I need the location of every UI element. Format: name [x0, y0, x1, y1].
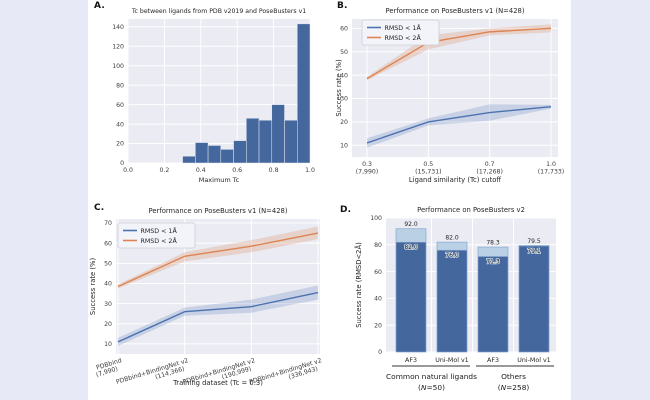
svg-text:80: 80: [374, 242, 382, 249]
svg-text:AF3: AF3: [405, 357, 417, 364]
svg-text:RMSD < 2Å: RMSD < 2Å: [141, 236, 178, 245]
svg-text:79.1: 79.1: [527, 248, 541, 255]
svg-text:50: 50: [104, 261, 112, 268]
svg-text:40: 40: [116, 121, 124, 128]
svg-text:Performance on PoseBusters v1: Performance on PoseBusters v1 (N=428): [148, 207, 287, 215]
svg-text:(17,268): (17,268): [476, 169, 502, 176]
svg-text:0: 0: [120, 160, 124, 167]
svg-text:Training dataset (Tc = 0.3): Training dataset (Tc = 0.3): [172, 379, 263, 387]
svg-text:PDBbind(7,990): PDBbind(7,990): [93, 357, 124, 379]
svg-text:0.7: 0.7: [485, 161, 495, 168]
svg-text:(17,733): (17,733): [538, 169, 564, 176]
svg-text:Performance on PoseBusters v2: Performance on PoseBusters v2: [417, 206, 525, 214]
svg-text:71.3: 71.3: [486, 258, 500, 265]
svg-text:(N=258): (N=258): [498, 383, 530, 392]
svg-text:PDBbind+BindingNet v2(114,366): PDBbind+BindingNet v2(114,366): [115, 357, 191, 392]
svg-text:100: 100: [370, 215, 382, 222]
line-chart-ligand-similarity: 10 20 30 40 50 60 Success rate (%) Performance …: [335, 0, 580, 198]
svg-text:10: 10: [104, 341, 112, 348]
svg-text:(15,731): (15,731): [415, 169, 441, 176]
svg-text:(7,990): (7,990): [356, 169, 379, 176]
svg-text:78.3: 78.3: [486, 240, 500, 247]
svg-text:Others: Others: [501, 372, 526, 381]
svg-text:Performance on PoseBusters v1: Performance on PoseBusters v1 (N=428): [385, 7, 524, 15]
svg-text:40: 40: [374, 296, 382, 303]
svg-text:60: 60: [340, 26, 348, 33]
svg-text:140: 140: [112, 24, 124, 31]
svg-text:70: 70: [104, 220, 112, 227]
svg-text:20: 20: [116, 141, 124, 148]
svg-text:30: 30: [104, 301, 112, 308]
svg-text:60: 60: [116, 102, 124, 109]
line-chart-training-dataset: 10 20 30 40 50 60 70 Success rate (%) Performanc…: [88, 200, 343, 400]
svg-text:AF3: AF3: [487, 357, 499, 364]
svg-text:0.0: 0.0: [123, 167, 133, 174]
svg-text:20: 20: [104, 321, 112, 328]
svg-text:Ligand similarity (Tc) cutoff: Ligand similarity (Tc) cutoff: [409, 176, 502, 184]
svg-text:20: 20: [374, 322, 382, 329]
svg-text:20: 20: [340, 119, 348, 126]
svg-text:RMSD < 1Å: RMSD < 1Å: [385, 23, 422, 32]
svg-text:0.5: 0.5: [423, 161, 433, 168]
svg-text:RMSD < 2Å: RMSD < 2Å: [385, 33, 422, 42]
svg-text:PDBbind+BindingNet v2(336,943): PDBbind+BindingNet v2(336,943): [249, 357, 325, 392]
bar-chart-posebusters-v2: 0 20 40 60 80 100 Success rate (RMSD<2Å) Perfor…: [335, 200, 575, 400]
svg-text:RMSD < 1Å: RMSD < 1Å: [141, 226, 178, 235]
svg-text:Success rate (%): Success rate (%): [89, 258, 97, 316]
svg-text:Common natural ligands: Common natural ligands: [386, 372, 477, 381]
svg-text:40: 40: [340, 72, 348, 79]
svg-text:Tc between ligands from PDB v2: Tc between ligands from PDB v2019 and Po…: [131, 8, 306, 15]
svg-text:0.2: 0.2: [159, 167, 169, 174]
svg-text:76.0: 76.0: [445, 252, 459, 259]
svg-text:82.0: 82.0: [404, 244, 418, 251]
panel-label-a: A.: [94, 1, 105, 11]
svg-text:40: 40: [104, 281, 112, 288]
svg-text:79.5: 79.5: [527, 238, 541, 245]
svg-text:0.3: 0.3: [362, 161, 372, 168]
svg-text:Success rate (%): Success rate (%): [335, 59, 343, 117]
svg-text:0.4: 0.4: [196, 167, 206, 174]
svg-text:80: 80: [116, 82, 124, 89]
svg-text:PDBbind+BindingNet v2(190,999): PDBbind+BindingNet v2(190,999): [182, 357, 258, 392]
panel-label-d: D.: [340, 205, 352, 215]
svg-text:1.0: 1.0: [305, 167, 315, 174]
svg-text:0: 0: [378, 349, 382, 356]
svg-text:100: 100: [112, 63, 124, 70]
svg-text:82.0: 82.0: [445, 235, 459, 242]
svg-text:50: 50: [340, 49, 348, 56]
svg-text:120: 120: [112, 43, 124, 50]
svg-text:92.0: 92.0: [404, 221, 418, 228]
panel-label-b: B.: [337, 1, 348, 11]
svg-text:1.0: 1.0: [546, 161, 556, 168]
panel-label-c: C.: [94, 203, 105, 213]
svg-text:Uni-Mol v1: Uni-Mol v1: [435, 357, 468, 364]
svg-text:Uni-Mol v1: Uni-Mol v1: [517, 357, 550, 364]
svg-text:0.8: 0.8: [269, 167, 279, 174]
svg-text:0.6: 0.6: [232, 167, 242, 174]
svg-text:30: 30: [340, 96, 348, 103]
svg-text:Maximum Tc: Maximum Tc: [199, 176, 240, 184]
svg-text:Success rate (RMSD<2Å): Success rate (RMSD<2Å): [354, 242, 363, 328]
svg-text:(N=50): (N=50): [418, 383, 445, 392]
svg-text:10: 10: [340, 143, 348, 150]
histogram-tc-distribution: 0 20 40 60 80 100 120 140 Tc between ligands fro…: [96, 0, 328, 198]
svg-text:60: 60: [104, 240, 112, 247]
svg-text:60: 60: [374, 269, 382, 276]
